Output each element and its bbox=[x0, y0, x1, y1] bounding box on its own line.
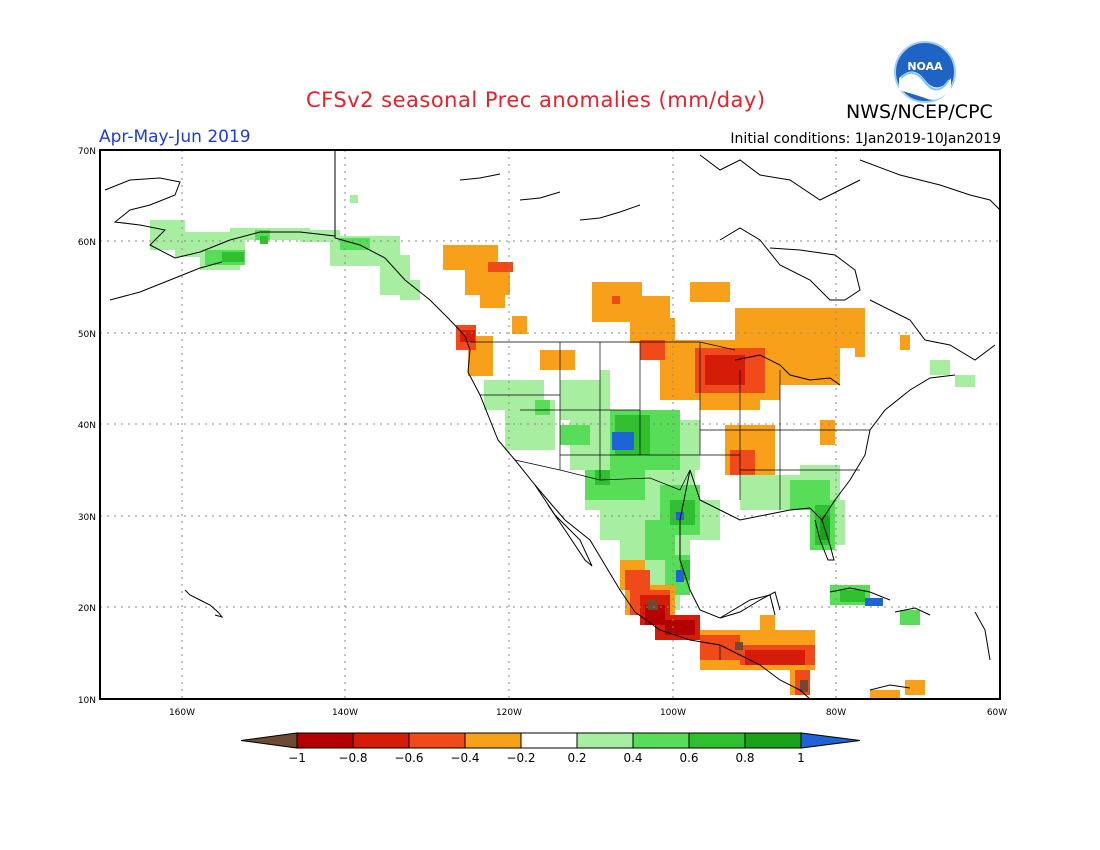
noaa-logo: NOAA bbox=[893, 40, 957, 104]
latitude-labels: 70N 60N 50N 40N 30N 20N 10N bbox=[78, 147, 96, 706]
colorbar-label: −0.2 bbox=[506, 751, 535, 765]
colorbar-label: 0.8 bbox=[735, 751, 754, 765]
colorbar-swatch bbox=[632, 732, 690, 749]
colorbar-swatch bbox=[296, 732, 354, 749]
colorbar-label: −0.8 bbox=[338, 751, 367, 765]
logo-text: NOAA bbox=[907, 60, 943, 73]
lon-label: 100W bbox=[660, 708, 686, 718]
lat-label: 40N bbox=[78, 421, 96, 431]
colorbar-label: 1 bbox=[797, 751, 805, 765]
map-title: CFSv2 seasonal Prec anomalies (mm/day) bbox=[306, 88, 766, 112]
map-frame bbox=[99, 149, 1001, 700]
lat-label: 10N bbox=[78, 696, 96, 706]
colorbar-label: 0.4 bbox=[623, 751, 642, 765]
agency-label: NWS/NCEP/CPC bbox=[846, 101, 993, 123]
colorbar-swatch bbox=[576, 732, 634, 749]
colorbar: −1 −0.8 −0.6 −0.4 −0.2 0.2 0.4 0.6 0.8 1 bbox=[240, 732, 861, 765]
colorbar-label: −0.4 bbox=[450, 751, 479, 765]
lat-label: 50N bbox=[78, 330, 96, 340]
political-borders bbox=[470, 341, 870, 660]
lat-label: 70N bbox=[78, 147, 96, 157]
anomaly-shading bbox=[150, 195, 975, 699]
colorbar-swatch bbox=[408, 732, 466, 749]
lat-label: 30N bbox=[78, 513, 96, 523]
grid-lines bbox=[100, 150, 1000, 699]
colorbar-arrow-high bbox=[800, 732, 861, 749]
colorbar-swatch bbox=[744, 732, 802, 749]
colorbar-swatch bbox=[520, 732, 578, 749]
longitude-labels: 160W 140W 120W 100W 80W 60W bbox=[169, 708, 1007, 718]
lon-label: 120W bbox=[496, 708, 522, 718]
lat-label: 20N bbox=[78, 604, 96, 614]
colorbar-label: −1 bbox=[288, 751, 306, 765]
colorbar-swatch bbox=[464, 732, 522, 749]
colorbar-swatch bbox=[352, 732, 410, 749]
lon-label: 160W bbox=[169, 708, 195, 718]
colorbar-label: −0.6 bbox=[394, 751, 423, 765]
lon-label: 80W bbox=[826, 708, 846, 718]
colorbar-label: 0.6 bbox=[679, 751, 698, 765]
lon-label: 60W bbox=[987, 708, 1007, 718]
lat-label: 60N bbox=[78, 238, 96, 248]
colorbar-swatch bbox=[688, 732, 746, 749]
initial-conditions-label: Initial conditions: 1Jan2019-10Jan2019 bbox=[730, 131, 1001, 147]
season-label: Apr-May-Jun 2019 bbox=[99, 127, 251, 147]
lon-label: 140W bbox=[332, 708, 358, 718]
colorbar-label: 0.2 bbox=[567, 751, 586, 765]
colorbar-arrow-low bbox=[240, 732, 298, 749]
